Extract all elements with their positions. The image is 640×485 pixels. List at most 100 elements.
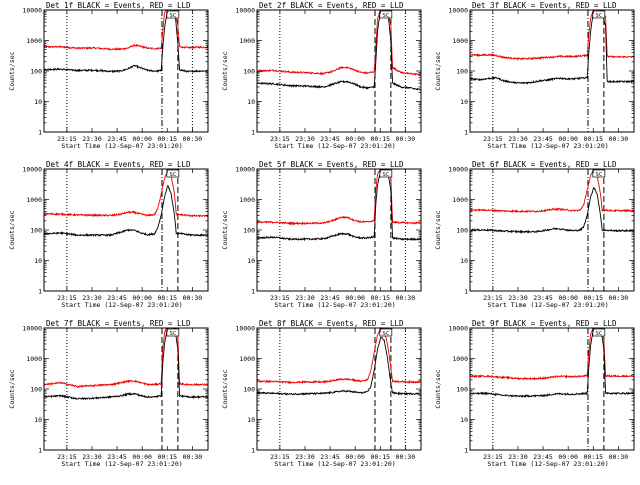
x-axis-label: Start Time (12-Sep-07 23:01:20) bbox=[61, 460, 182, 468]
y-tick-label: 10 bbox=[247, 98, 255, 106]
x-tick-label: 23:45 bbox=[320, 453, 340, 461]
x-tick-label: 23:15 bbox=[57, 135, 77, 143]
sc-box-label: SC bbox=[170, 13, 177, 19]
sc-box bbox=[166, 10, 180, 19]
y-tick-label: 10000 bbox=[22, 7, 42, 15]
y-tick-label: 100 bbox=[30, 386, 42, 394]
y-tick-label: 100 bbox=[456, 227, 468, 235]
x-tick-label: 23:30 bbox=[295, 453, 315, 461]
y-tick-label: 1 bbox=[464, 447, 468, 455]
y-tick-label: 1 bbox=[38, 288, 42, 296]
x-tick-label: 23:15 bbox=[270, 135, 290, 143]
x-axis-label: Start Time (12-Sep-07 23:01:20) bbox=[487, 142, 608, 150]
plot-frame bbox=[256, 327, 422, 451]
x-tick-label: 23:45 bbox=[107, 294, 127, 302]
x-tick-label: 00:15 bbox=[370, 135, 390, 143]
sc-box-label: SC bbox=[383, 13, 390, 19]
x-tick-label: 00:15 bbox=[370, 294, 390, 302]
x-tick-label: 23:30 bbox=[508, 294, 528, 302]
x-tick-label: 00:30 bbox=[609, 135, 629, 143]
x-tick-label: 00:15 bbox=[370, 453, 390, 461]
sc-box-label: SC bbox=[383, 172, 390, 178]
y-tick-label: 10 bbox=[34, 98, 42, 106]
x-tick-label: 00:00 bbox=[132, 135, 152, 143]
lld-series-line bbox=[43, 327, 209, 389]
y-axis-label: Counts/sec bbox=[8, 51, 16, 90]
lld-series-line bbox=[469, 9, 635, 61]
x-tick-label: 00:00 bbox=[558, 453, 578, 461]
x-tick-label: 00:30 bbox=[183, 453, 203, 461]
x-tick-label: 00:30 bbox=[396, 453, 416, 461]
sc-box bbox=[379, 328, 393, 337]
panel-det-3: Det 3f BLACK = Events, RED = LLD Counts/s… bbox=[434, 1, 635, 150]
y-tick-label: 100 bbox=[243, 386, 255, 394]
y-axis-label: Counts/sec bbox=[8, 210, 16, 249]
x-tick-label: 23:45 bbox=[533, 294, 553, 302]
y-axis-label: Counts/sec bbox=[221, 369, 229, 408]
events-series-line bbox=[256, 336, 422, 396]
sc-box bbox=[592, 169, 606, 178]
panel-det-1: Det 1f BLACK = Events, RED = LLD Counts/s… bbox=[8, 1, 209, 150]
y-tick-label: 100 bbox=[243, 227, 255, 235]
y-tick-label: 10000 bbox=[448, 166, 468, 174]
y-tick-label: 1 bbox=[251, 288, 255, 296]
y-tick-label: 100 bbox=[456, 386, 468, 394]
y-tick-label: 1 bbox=[251, 447, 255, 455]
panel-det-4: Det 4f BLACK = Events, RED = LLD Counts/s… bbox=[8, 160, 209, 309]
x-axis-label: Start Time (12-Sep-07 23:01:20) bbox=[487, 301, 608, 309]
y-tick-label: 1 bbox=[38, 129, 42, 137]
x-tick-label: 00:30 bbox=[183, 135, 203, 143]
x-tick-label: 00:30 bbox=[183, 294, 203, 302]
y-tick-label: 10000 bbox=[22, 166, 42, 174]
lld-series-line bbox=[257, 9, 422, 76]
y-tick-label: 1 bbox=[38, 447, 42, 455]
x-tick-label: 23:15 bbox=[483, 294, 503, 302]
y-tick-label: 100 bbox=[243, 68, 255, 76]
sc-box-label: SC bbox=[170, 172, 177, 178]
y-tick-label: 1000 bbox=[239, 355, 255, 363]
plot-frame bbox=[469, 327, 635, 451]
panel-title: Det 9f BLACK = Events, RED = LLD bbox=[472, 319, 617, 328]
sc-box bbox=[379, 169, 393, 178]
y-tick-label: 1000 bbox=[239, 196, 255, 204]
x-tick-label: 23:15 bbox=[270, 453, 290, 461]
y-tick-label: 1000 bbox=[26, 355, 42, 363]
panel-det-8: Det 8f BLACK = Events, RED = LLD Counts/s… bbox=[221, 319, 422, 468]
y-tick-label: 10000 bbox=[235, 166, 255, 174]
panel-title: Det 6f BLACK = Events, RED = LLD bbox=[472, 160, 617, 169]
sc-box-label: SC bbox=[596, 13, 603, 19]
sc-box-label: SC bbox=[596, 331, 603, 337]
y-tick-label: 10000 bbox=[235, 7, 255, 15]
y-tick-label: 1000 bbox=[239, 37, 255, 45]
x-axis-label: Start Time (12-Sep-07 23:01:20) bbox=[274, 301, 395, 309]
x-tick-label: 00:00 bbox=[345, 453, 365, 461]
events-series-line bbox=[256, 169, 422, 242]
y-axis-label: Counts/sec bbox=[434, 210, 442, 249]
x-tick-label: 23:30 bbox=[82, 294, 102, 302]
y-tick-label: 1 bbox=[464, 288, 468, 296]
y-axis-label: Counts/sec bbox=[434, 51, 442, 90]
sc-box bbox=[379, 10, 393, 19]
y-tick-label: 10000 bbox=[22, 325, 42, 333]
panel-title: Det 4f BLACK = Events, RED = LLD bbox=[46, 160, 191, 169]
x-tick-label: 00:15 bbox=[157, 294, 177, 302]
y-axis-label: Counts/sec bbox=[434, 369, 442, 408]
lld-series-line bbox=[43, 170, 209, 218]
y-tick-label: 1 bbox=[464, 129, 468, 137]
x-tick-label: 23:45 bbox=[533, 135, 553, 143]
y-tick-label: 10 bbox=[460, 98, 468, 106]
y-axis-label: Counts/sec bbox=[8, 369, 16, 408]
lld-series-line bbox=[43, 9, 209, 51]
y-tick-label: 10 bbox=[460, 257, 468, 265]
y-tick-label: 1000 bbox=[26, 196, 42, 204]
events-series-line bbox=[469, 9, 635, 85]
x-tick-label: 00:30 bbox=[396, 294, 416, 302]
y-tick-label: 10 bbox=[460, 416, 468, 424]
x-tick-label: 23:45 bbox=[107, 453, 127, 461]
x-tick-label: 23:30 bbox=[82, 453, 102, 461]
panel-det-6: Det 6f BLACK = Events, RED = LLD Counts/s… bbox=[434, 160, 635, 309]
lld-series-line bbox=[470, 327, 635, 381]
y-tick-label: 100 bbox=[30, 68, 42, 76]
x-axis-label: Start Time (12-Sep-07 23:01:20) bbox=[61, 301, 182, 309]
